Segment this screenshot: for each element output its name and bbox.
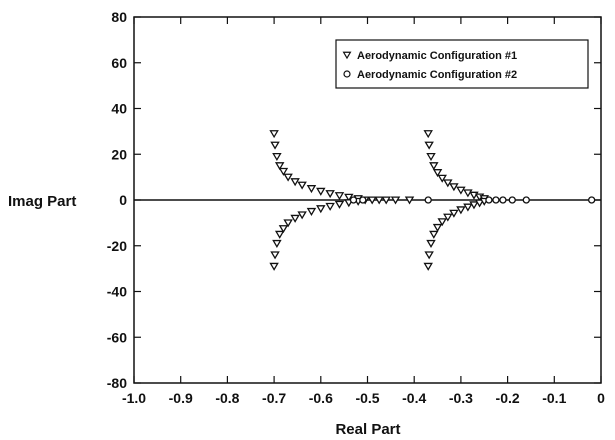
data-point-triangle [463,189,473,198]
data-point-triangle [469,201,479,210]
data-point-triangle [334,200,345,209]
data-point-triangle [456,186,466,195]
x-tick-labels: -1.0 -0.9 -0.8 -0.7 -0.6 -0.5 -0.4 -0.3 -0.2 -0.1… [122,390,605,406]
data-point-triangle [432,169,443,178]
data-point-triangle [426,239,436,248]
y-tick-label: 0 [119,192,127,208]
data-point-triangle [278,167,289,176]
data-point-triangle [325,190,335,199]
data-point-triangle [290,178,300,187]
data-point-triangle [316,205,326,214]
x-tick-label: -0.9 [169,390,193,406]
data-point-triangle [456,206,466,215]
data-point-triangle [297,211,307,220]
y-tick-label: -40 [107,284,127,300]
data-markers [269,130,596,271]
data-point-triangle [278,225,289,234]
data-point-triangle [306,185,317,194]
data-point-triangle [270,251,280,260]
data-point-triangle [316,187,326,196]
data-point-triangle [297,181,307,190]
data-point-triangle [429,162,439,171]
data-point-triangle [426,153,436,162]
x-tick-label: -1.0 [122,390,146,406]
legend: Aerodynamic Configuration #1 Aerodynamic… [335,39,589,89]
data-point-triangle [437,174,447,183]
legend-label-2: Aerodynamic Configuration #2 [357,69,517,81]
data-point-triangle [367,196,377,205]
y-tick-labels: 80 60 40 20 0 -20 -40 -60 -80 [107,9,127,391]
x-tick-label: -0.5 [355,390,379,406]
data-point-triangle [325,202,335,211]
data-point-triangle [270,141,280,150]
x-tick-label: -0.8 [215,390,239,406]
data-point-circle [588,196,596,204]
data-point-triangle [390,196,401,205]
data-point-triangle [423,130,433,139]
x-tick-label: 0 [597,390,605,406]
x-tick-label: -0.6 [309,390,333,406]
x-tick-label: -0.4 [402,390,426,406]
data-point-triangle [344,193,354,202]
y-tick-label: -60 [107,329,127,345]
axis-ticks [133,16,602,384]
data-point-triangle [443,213,453,222]
data-point-triangle [429,230,439,239]
data-point-triangle [381,196,391,205]
x-tick-label: -0.7 [262,390,286,406]
data-point-triangle [449,183,459,192]
data-point-triangle [424,251,434,260]
data-point-triangle [463,203,473,212]
data-point-triangle [290,214,300,223]
y-tick-label: 60 [111,55,127,71]
data-point-circle [485,196,493,204]
legend-marker-circle [343,70,351,78]
data-point-triangle [272,239,282,248]
y-tick-label: 40 [111,101,127,117]
y-tick-label: 80 [111,9,127,25]
data-point-triangle [274,230,285,239]
data-point-triangle [449,209,459,218]
legend-marker-triangle [342,51,352,60]
y-tick-label: -20 [107,238,127,254]
data-point-triangle [404,196,415,205]
data-point-circle [508,196,516,204]
data-point-triangle [432,223,443,232]
data-point-triangle [283,219,293,228]
y-tick-label: 20 [111,146,127,162]
legend-box [335,39,589,89]
data-point-triangle [443,179,453,188]
data-point-circle [424,196,432,204]
data-point-triangle [334,192,345,201]
legend-label-1: Aerodynamic Configuration #1 [357,50,517,62]
data-point-circle [349,196,358,204]
data-point-circle [359,196,367,204]
data-point-circle [499,196,507,204]
data-point-triangle [274,162,285,171]
data-point-triangle [474,199,485,208]
y-axis-title: Imag Part [8,193,76,210]
data-point-triangle [424,141,434,150]
x-tick-label: -0.3 [449,390,473,406]
x-axis-title: Real Part [335,421,400,438]
x-tick-label: -0.2 [496,390,520,406]
y-tick-label: -80 [107,375,127,391]
data-point-circle [522,196,530,204]
data-point-triangle [306,207,317,216]
data-point-triangle [423,262,433,271]
data-point-triangle [269,130,279,139]
x-tick-label: -0.1 [542,390,566,406]
data-point-triangle [283,173,293,182]
data-point-circle [492,196,500,204]
data-point-triangle [269,262,279,271]
data-point-triangle [374,196,384,205]
data-point-triangle [272,153,282,162]
data-point-triangle [437,218,447,227]
